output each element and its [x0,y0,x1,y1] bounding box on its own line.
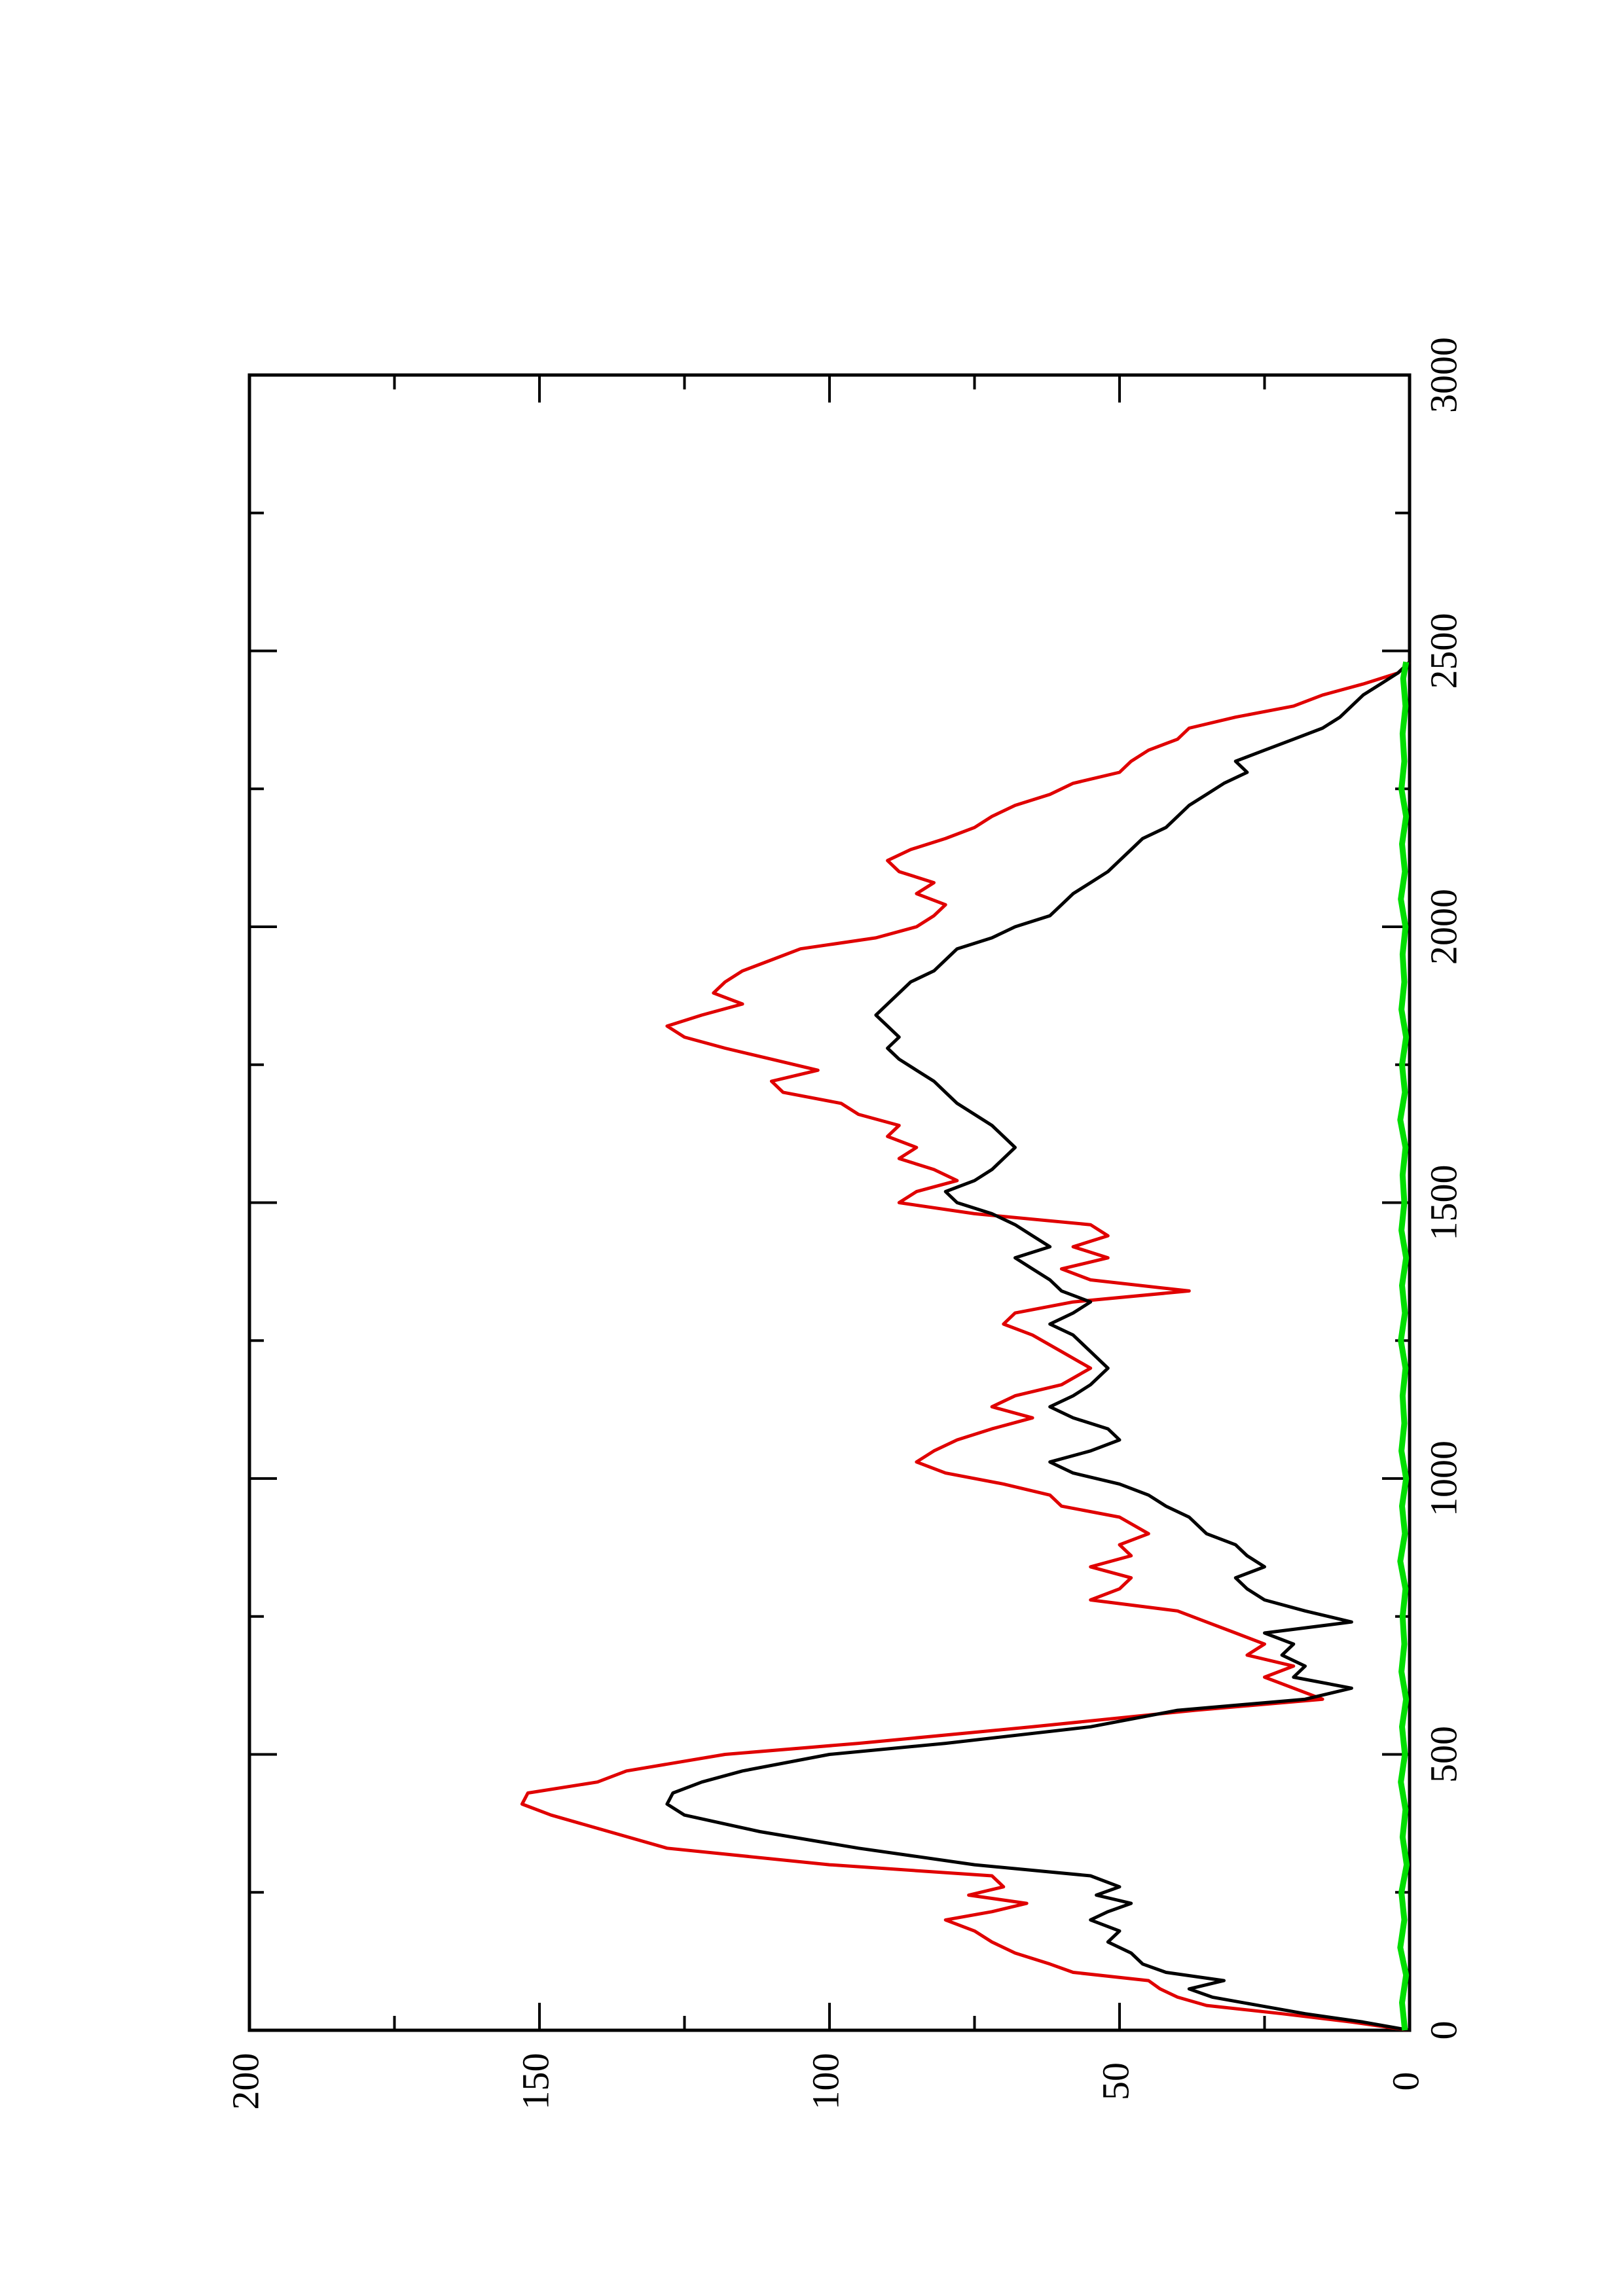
axis-tick-labels: 0 500 1000 1500 2000 2500 3000 0 50 100 150 200 [224,337,1465,2110]
y-tick-label: 200 [224,2053,266,2110]
x-tick-label: 0 [1422,2021,1465,2040]
series-line-2 [665,660,1411,2032]
x-tick-label: 2000 [1422,889,1465,965]
series-line-3 [1397,661,1410,2031]
x-tick-label: 1500 [1422,1165,1465,1241]
y-tick-label: 0 [1384,2072,1427,2091]
y-tick-label: 100 [804,2053,847,2110]
x-tick-label: 2500 [1422,613,1465,689]
y-tick-label: 50 [1094,2062,1137,2100]
series-line-1 [520,660,1411,2032]
x-tick-label: 3000 [1422,337,1465,413]
plot-frame [247,373,1412,2032]
x-tick-label: 1000 [1422,1441,1465,1516]
series-layer [520,660,1411,2032]
y-tick-label: 150 [514,2053,556,2110]
x-tick-label: 500 [1422,1726,1465,1783]
axis-ticks [248,374,1411,2032]
